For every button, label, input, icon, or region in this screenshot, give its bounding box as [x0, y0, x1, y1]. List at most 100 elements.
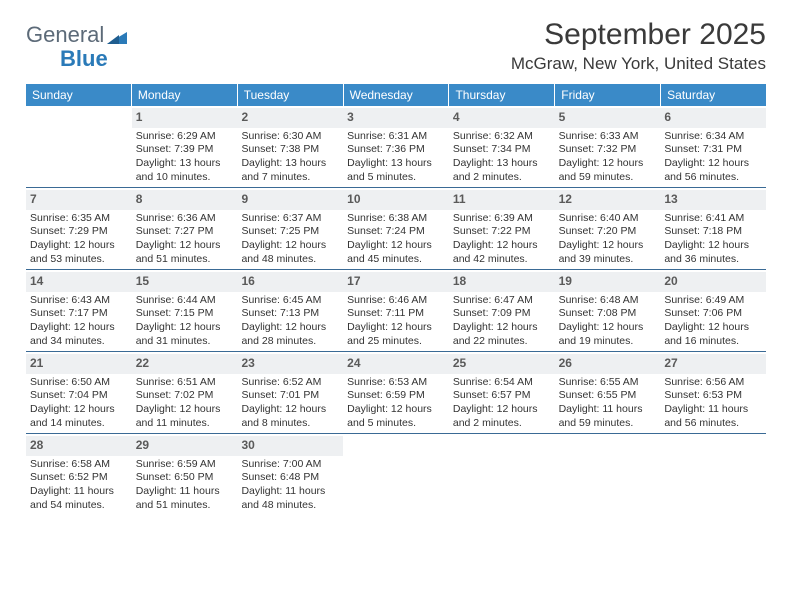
- day-cell: 26Sunrise: 6:55 AMSunset: 6:55 PMDayligh…: [555, 352, 661, 433]
- sunrise-text: Sunrise: 7:00 AM: [241, 458, 339, 472]
- day-number: 20: [660, 272, 766, 292]
- daylight-text: Daylight: 12 hours and 25 minutes.: [347, 321, 445, 348]
- day-cell: 18Sunrise: 6:47 AMSunset: 7:09 PMDayligh…: [449, 270, 555, 351]
- daylight-text: Daylight: 12 hours and 11 minutes.: [136, 403, 234, 430]
- day-cell: 25Sunrise: 6:54 AMSunset: 6:57 PMDayligh…: [449, 352, 555, 433]
- weekday-header: Monday: [132, 84, 238, 106]
- sunset-text: Sunset: 7:08 PM: [559, 307, 657, 321]
- day-number: 7: [26, 190, 132, 210]
- day-number: 18: [449, 272, 555, 292]
- week-row: 1Sunrise: 6:29 AMSunset: 7:39 PMDaylight…: [26, 106, 766, 188]
- daylight-text: Daylight: 13 hours and 7 minutes.: [241, 157, 339, 184]
- daylight-text: Daylight: 11 hours and 54 minutes.: [30, 485, 128, 512]
- day-cell: 13Sunrise: 6:41 AMSunset: 7:18 PMDayligh…: [660, 188, 766, 269]
- sunrise-text: Sunrise: 6:59 AM: [136, 458, 234, 472]
- sunset-text: Sunset: 7:15 PM: [136, 307, 234, 321]
- week-row: 21Sunrise: 6:50 AMSunset: 7:04 PMDayligh…: [26, 352, 766, 434]
- day-number: 17: [343, 272, 449, 292]
- sunset-text: Sunset: 7:29 PM: [30, 225, 128, 239]
- sunset-text: Sunset: 6:48 PM: [241, 471, 339, 485]
- sunrise-text: Sunrise: 6:30 AM: [241, 130, 339, 144]
- sunset-text: Sunset: 7:27 PM: [136, 225, 234, 239]
- day-cell: 10Sunrise: 6:38 AMSunset: 7:24 PMDayligh…: [343, 188, 449, 269]
- sunset-text: Sunset: 7:38 PM: [241, 143, 339, 157]
- sunset-text: Sunset: 6:52 PM: [30, 471, 128, 485]
- location-subtitle: McGraw, New York, United States: [511, 54, 766, 74]
- sunrise-text: Sunrise: 6:36 AM: [136, 212, 234, 226]
- day-number: 8: [132, 190, 238, 210]
- sunrise-text: Sunrise: 6:51 AM: [136, 376, 234, 390]
- day-cell: 23Sunrise: 6:52 AMSunset: 7:01 PMDayligh…: [237, 352, 343, 433]
- day-number: 28: [26, 436, 132, 456]
- day-cell: 5Sunrise: 6:33 AMSunset: 7:32 PMDaylight…: [555, 106, 661, 187]
- sunset-text: Sunset: 7:13 PM: [241, 307, 339, 321]
- daylight-text: Daylight: 11 hours and 56 minutes.: [664, 403, 762, 430]
- sunrise-text: Sunrise: 6:37 AM: [241, 212, 339, 226]
- day-cell: 11Sunrise: 6:39 AMSunset: 7:22 PMDayligh…: [449, 188, 555, 269]
- daylight-text: Daylight: 12 hours and 16 minutes.: [664, 321, 762, 348]
- daylight-text: Daylight: 12 hours and 51 minutes.: [136, 239, 234, 266]
- daylight-text: Daylight: 12 hours and 42 minutes.: [453, 239, 551, 266]
- sunset-text: Sunset: 7:18 PM: [664, 225, 762, 239]
- day-cell: 3Sunrise: 6:31 AMSunset: 7:36 PMDaylight…: [343, 106, 449, 187]
- sunrise-text: Sunrise: 6:48 AM: [559, 294, 657, 308]
- day-number: 26: [555, 354, 661, 374]
- sunrise-text: Sunrise: 6:49 AM: [664, 294, 762, 308]
- daylight-text: Daylight: 11 hours and 59 minutes.: [559, 403, 657, 430]
- sunset-text: Sunset: 6:50 PM: [136, 471, 234, 485]
- daylight-text: Daylight: 12 hours and 53 minutes.: [30, 239, 128, 266]
- sunset-text: Sunset: 7:24 PM: [347, 225, 445, 239]
- day-cell: 30Sunrise: 7:00 AMSunset: 6:48 PMDayligh…: [237, 434, 343, 515]
- day-number: 12: [555, 190, 661, 210]
- day-cell: 22Sunrise: 6:51 AMSunset: 7:02 PMDayligh…: [132, 352, 238, 433]
- day-cell: 7Sunrise: 6:35 AMSunset: 7:29 PMDaylight…: [26, 188, 132, 269]
- day-number: 15: [132, 272, 238, 292]
- sunset-text: Sunset: 7:32 PM: [559, 143, 657, 157]
- day-number: 11: [449, 190, 555, 210]
- daylight-text: Daylight: 12 hours and 31 minutes.: [136, 321, 234, 348]
- day-cell: 9Sunrise: 6:37 AMSunset: 7:25 PMDaylight…: [237, 188, 343, 269]
- daylight-text: Daylight: 12 hours and 34 minutes.: [30, 321, 128, 348]
- day-cell: 6Sunrise: 6:34 AMSunset: 7:31 PMDaylight…: [660, 106, 766, 187]
- daylight-text: Daylight: 12 hours and 22 minutes.: [453, 321, 551, 348]
- page-title: September 2025: [511, 18, 766, 52]
- logo-text: General Blue: [26, 22, 127, 72]
- daylight-text: Daylight: 13 hours and 2 minutes.: [453, 157, 551, 184]
- sunset-text: Sunset: 7:20 PM: [559, 225, 657, 239]
- day-number: 10: [343, 190, 449, 210]
- day-number: 19: [555, 272, 661, 292]
- sunset-text: Sunset: 7:04 PM: [30, 389, 128, 403]
- day-number: 24: [343, 354, 449, 374]
- sunset-text: Sunset: 7:22 PM: [453, 225, 551, 239]
- sunset-text: Sunset: 6:57 PM: [453, 389, 551, 403]
- day-number: 5: [555, 108, 661, 128]
- sunrise-text: Sunrise: 6:55 AM: [559, 376, 657, 390]
- sunrise-text: Sunrise: 6:45 AM: [241, 294, 339, 308]
- sail-icon: [107, 24, 127, 50]
- sunset-text: Sunset: 7:09 PM: [453, 307, 551, 321]
- day-number: 3: [343, 108, 449, 128]
- daylight-text: Daylight: 12 hours and 59 minutes.: [559, 157, 657, 184]
- sunrise-text: Sunrise: 6:29 AM: [136, 130, 234, 144]
- sunset-text: Sunset: 7:34 PM: [453, 143, 551, 157]
- sunrise-text: Sunrise: 6:41 AM: [664, 212, 762, 226]
- daylight-text: Daylight: 12 hours and 36 minutes.: [664, 239, 762, 266]
- daylight-text: Daylight: 12 hours and 45 minutes.: [347, 239, 445, 266]
- daylight-text: Daylight: 12 hours and 56 minutes.: [664, 157, 762, 184]
- logo-text-top: General: [26, 22, 104, 47]
- day-cell: 16Sunrise: 6:45 AMSunset: 7:13 PMDayligh…: [237, 270, 343, 351]
- day-number: 29: [132, 436, 238, 456]
- day-cell: 28Sunrise: 6:58 AMSunset: 6:52 PMDayligh…: [26, 434, 132, 515]
- daylight-text: Daylight: 12 hours and 19 minutes.: [559, 321, 657, 348]
- daylight-text: Daylight: 13 hours and 10 minutes.: [136, 157, 234, 184]
- sunset-text: Sunset: 7:11 PM: [347, 307, 445, 321]
- daylight-text: Daylight: 12 hours and 28 minutes.: [241, 321, 339, 348]
- sunset-text: Sunset: 7:01 PM: [241, 389, 339, 403]
- sunrise-text: Sunrise: 6:43 AM: [30, 294, 128, 308]
- daylight-text: Daylight: 12 hours and 39 minutes.: [559, 239, 657, 266]
- day-number: 22: [132, 354, 238, 374]
- logo: General Blue: [26, 18, 127, 72]
- sunset-text: Sunset: 7:25 PM: [241, 225, 339, 239]
- day-cell: [555, 434, 661, 515]
- sunrise-text: Sunrise: 6:34 AM: [664, 130, 762, 144]
